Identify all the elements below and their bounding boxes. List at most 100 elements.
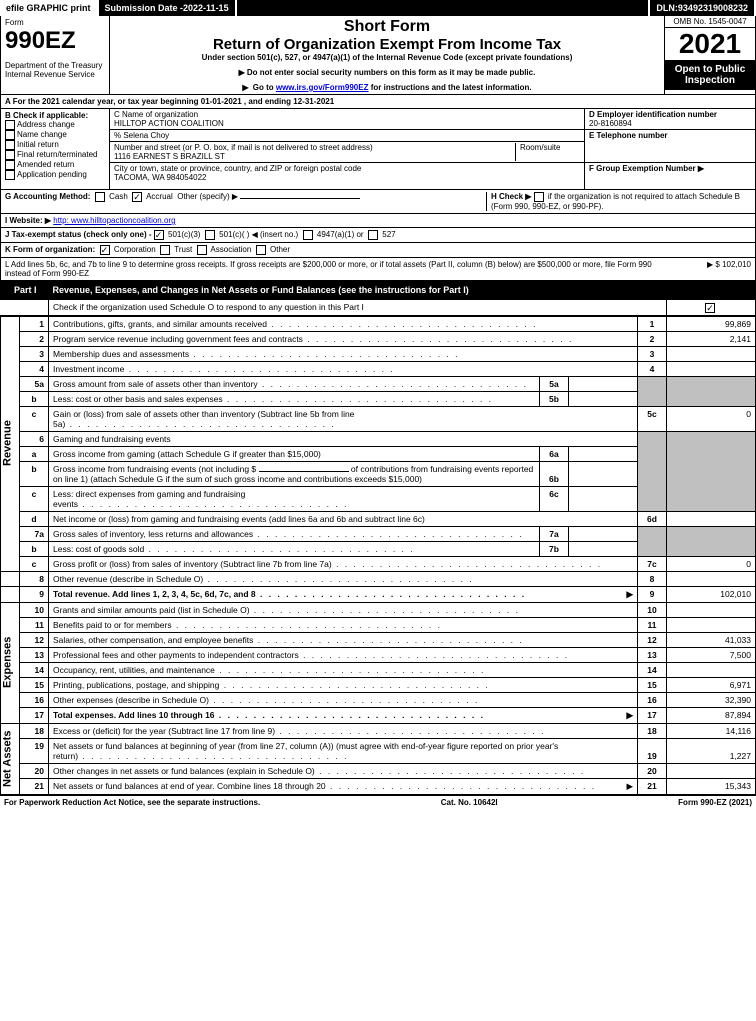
part1-title: Revenue, Expenses, and Changes in Net As… bbox=[53, 285, 469, 295]
chk-other-org[interactable] bbox=[256, 245, 266, 255]
l1-text: Contributions, gifts, grants, and simila… bbox=[53, 319, 633, 329]
l20-num: 20 bbox=[638, 763, 667, 778]
website-link[interactable]: http: www.hilltopactioncoalition.org bbox=[53, 216, 175, 225]
l6-text: Gaming and fundraising events bbox=[49, 431, 638, 446]
netassets-side: Net Assets bbox=[1, 723, 20, 794]
g-label: G Accounting Method: bbox=[5, 192, 90, 201]
j-4947: 4947(a)(1) or bbox=[317, 230, 364, 239]
city-cell: City or town, state or province, country… bbox=[110, 163, 584, 183]
dept-treasury: Department of the Treasury Internal Reve… bbox=[5, 61, 105, 79]
chk-pending-label: Application pending bbox=[17, 170, 87, 179]
l6d-val bbox=[667, 511, 756, 526]
under-section: Under section 501(c), 527, or 4947(a)(1)… bbox=[114, 53, 660, 62]
l1-num: 1 bbox=[638, 316, 667, 331]
chk-amended[interactable]: Amended return bbox=[5, 160, 105, 170]
street: 1116 EARNEST S BRAZILL ST bbox=[114, 152, 515, 161]
chk-initial[interactable]: Initial return bbox=[5, 140, 105, 150]
ein-cell: D Employer identification number 20-8160… bbox=[585, 109, 755, 130]
form-header: Form 990EZ Department of the Treasury In… bbox=[0, 16, 756, 95]
chk-address-label: Address change bbox=[17, 120, 75, 129]
l5c-num: 5c bbox=[638, 406, 667, 431]
k-assoc: Association bbox=[210, 245, 251, 254]
city-label: City or town, state or province, country… bbox=[114, 164, 580, 173]
l5a-text: Gross amount from sale of assets other t… bbox=[53, 379, 535, 389]
chk-schedo[interactable] bbox=[705, 303, 715, 313]
l12-text: Salaries, other compensation, and employ… bbox=[53, 635, 633, 645]
efile-print[interactable]: efile GRAPHIC print bbox=[0, 0, 99, 16]
l8-text: Other revenue (describe in Schedule O) bbox=[53, 574, 633, 584]
chk-name[interactable]: Name change bbox=[5, 130, 105, 140]
page-footer: For Paperwork Reduction Act Notice, see … bbox=[0, 795, 756, 809]
l5c-text: Gain or (loss) from sale of assets other… bbox=[53, 409, 633, 429]
row-l: L Add lines 5b, 6c, and 7b to line 9 to … bbox=[0, 258, 756, 281]
l7b-val bbox=[569, 541, 638, 556]
short-form: Short Form bbox=[114, 18, 660, 36]
l6b-text1: Gross income from fundraising events (no… bbox=[53, 464, 256, 474]
j-501c3: 501(c)(3) bbox=[168, 230, 200, 239]
l3-text: Membership dues and assessments bbox=[53, 349, 633, 359]
topbar: efile GRAPHIC print Submission Date - 20… bbox=[0, 0, 756, 16]
org-name: HILLTOP ACTION COALITION bbox=[114, 119, 580, 128]
chk-scheduleb[interactable] bbox=[534, 192, 544, 202]
l10-num: 10 bbox=[638, 602, 667, 617]
l14-val bbox=[667, 662, 756, 677]
care-of: % Selena Choy bbox=[110, 130, 584, 142]
chk-4947[interactable] bbox=[303, 230, 313, 240]
l6a-num: 6a bbox=[540, 446, 569, 461]
l4-text: Investment income bbox=[53, 364, 633, 374]
l2-num: 2 bbox=[638, 331, 667, 346]
j-527: 527 bbox=[382, 230, 395, 239]
l5b-text: Less: cost or other basis and sales expe… bbox=[53, 394, 535, 404]
chk-501c[interactable] bbox=[205, 230, 215, 240]
l4-num: 4 bbox=[638, 361, 667, 376]
check-applicable: B Check if applicable: Address change Na… bbox=[1, 109, 110, 189]
chk-assoc[interactable] bbox=[197, 245, 207, 255]
j-501c: 501(c)( ) ◀ (insert no.) bbox=[219, 230, 298, 239]
chk-cash[interactable] bbox=[95, 192, 105, 202]
chk-accrual[interactable] bbox=[132, 192, 142, 202]
footer-right: Form 990-EZ (2021) bbox=[678, 798, 752, 807]
l7b-num: 7b bbox=[540, 541, 569, 556]
l18-val: 14,116 bbox=[667, 723, 756, 738]
chk-527[interactable] bbox=[368, 230, 378, 240]
l6b-num: 6b bbox=[540, 461, 569, 486]
l16-val: 32,390 bbox=[667, 692, 756, 707]
chk-501c3[interactable] bbox=[154, 230, 164, 240]
dln: DLN: 93492319008232 bbox=[650, 0, 756, 16]
j-label: J Tax-exempt status (check only one) - bbox=[5, 230, 154, 239]
l11-text: Benefits paid to or for members bbox=[53, 620, 633, 630]
k-label: K Form of organization: bbox=[5, 245, 95, 254]
chk-final[interactable]: Final return/terminated bbox=[5, 150, 105, 160]
l16-num: 16 bbox=[638, 692, 667, 707]
l19-val: 1,227 bbox=[667, 738, 756, 763]
chk-address[interactable]: Address change bbox=[5, 120, 105, 130]
dln-value: 93492319008232 bbox=[678, 3, 748, 13]
k-other: Other bbox=[270, 245, 290, 254]
l12-val: 41,033 bbox=[667, 632, 756, 647]
k-corp: Corporation bbox=[114, 245, 156, 254]
chk-pending[interactable]: Application pending bbox=[5, 170, 105, 180]
goto-link[interactable]: www.irs.gov/Form990EZ bbox=[276, 83, 369, 92]
l18-num: 18 bbox=[638, 723, 667, 738]
ein: 20-8160894 bbox=[589, 119, 751, 128]
l10-val bbox=[667, 602, 756, 617]
phone-cell: E Telephone number bbox=[585, 130, 755, 163]
l8-num: 8 bbox=[638, 571, 667, 586]
l15-num: 15 bbox=[638, 677, 667, 692]
goto-pre: Go to bbox=[253, 83, 276, 92]
l21-val: 15,343 bbox=[667, 778, 756, 794]
l17-num: 17 bbox=[638, 707, 667, 723]
c-label: C Name of organization bbox=[114, 110, 580, 119]
chk-corp[interactable] bbox=[100, 245, 110, 255]
row-j: J Tax-exempt status (check only one) - 5… bbox=[0, 228, 756, 243]
l13-text: Professional fees and other payments to … bbox=[53, 650, 633, 660]
l7c-num: 7c bbox=[638, 556, 667, 571]
l6c-val bbox=[569, 486, 638, 511]
room-label: Room/suite bbox=[515, 143, 580, 161]
submission-value: 2022-11-15 bbox=[183, 3, 229, 13]
l19-num: 19 bbox=[638, 738, 667, 763]
dln-label: DLN: bbox=[656, 3, 678, 13]
chk-trust[interactable] bbox=[160, 245, 170, 255]
row-g-h: G Accounting Method: Cash Accrual Other … bbox=[0, 190, 756, 214]
l5c-val: 0 bbox=[667, 406, 756, 431]
